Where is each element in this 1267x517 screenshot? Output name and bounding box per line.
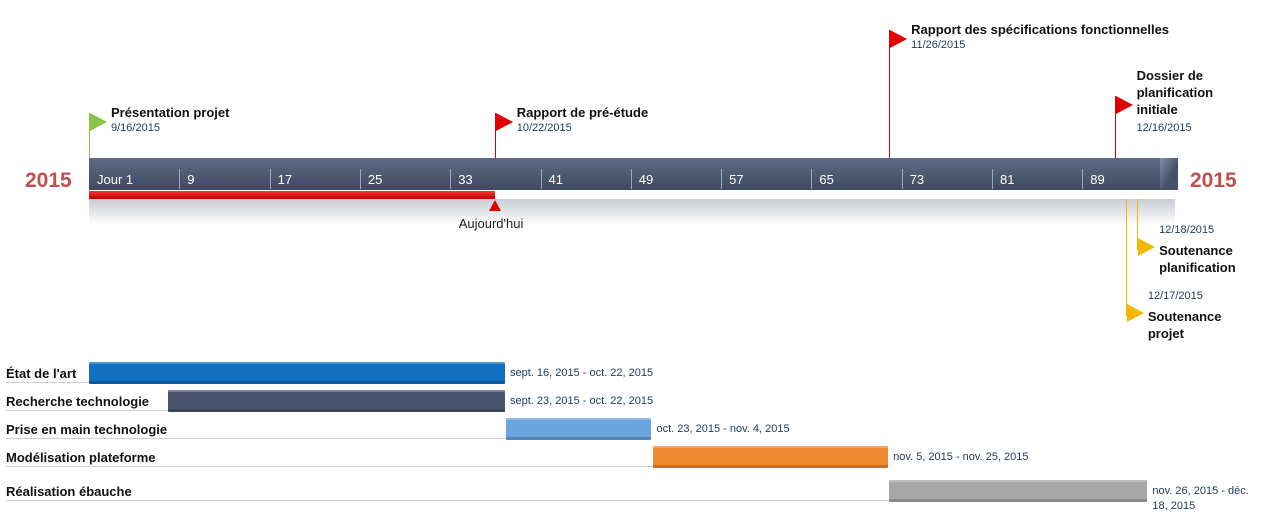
today-progress-bar xyxy=(89,191,495,199)
task-row-line xyxy=(6,438,506,439)
scale-separator xyxy=(540,169,542,189)
milestone-line xyxy=(89,113,90,158)
task-label: État de l'art xyxy=(6,366,77,381)
task-label: Réalisation ébauche xyxy=(6,484,132,499)
task-label: Modélisation plateforme xyxy=(6,450,156,465)
task-row-line xyxy=(6,382,89,383)
timeline-band-end xyxy=(1160,158,1178,190)
scale-label: 57 xyxy=(729,172,744,187)
milestone-flag-icon xyxy=(495,113,513,131)
scale-label: 41 xyxy=(548,172,563,187)
scale-separator xyxy=(721,169,723,189)
scale-separator xyxy=(992,169,993,189)
scale-separator xyxy=(450,169,452,189)
today-marker xyxy=(488,200,501,211)
task-date-range: sept. 16, 2015 - oct. 22, 2015 xyxy=(509,367,654,379)
milestone-date: 10/22/2015 xyxy=(516,122,572,134)
milestone-line xyxy=(494,113,496,158)
milestone-date: 11/26/2015 xyxy=(911,39,966,51)
scale-label: Jour 1 xyxy=(97,172,134,187)
scale-separator xyxy=(359,169,361,189)
milestone-title: Présentation projet xyxy=(111,105,230,120)
timeline-shadow xyxy=(89,199,1175,225)
scale-separator xyxy=(901,169,903,189)
milestone-title: Soutenance projet xyxy=(1147,309,1222,341)
year-label-left: 2015 xyxy=(25,169,72,192)
scale-separator xyxy=(269,169,271,189)
scale-label: 25 xyxy=(367,172,383,187)
scale-separator xyxy=(811,169,813,189)
scale-label: 33 xyxy=(458,172,473,187)
task-bar xyxy=(505,418,652,440)
scale-label: 17 xyxy=(277,172,293,187)
milestone-title: Rapport des spécifications fonctionnelle… xyxy=(911,22,1170,37)
milestone-date: 9/16/2015 xyxy=(111,122,160,134)
scale-label: 49 xyxy=(638,172,654,187)
year-label-right: 2015 xyxy=(1190,169,1237,192)
milestone-line xyxy=(1125,199,1127,316)
task-bar xyxy=(652,446,889,468)
scale-label: 65 xyxy=(819,172,834,187)
scale-separator xyxy=(1082,169,1084,189)
milestone-title: Dossier de planification initiale xyxy=(1136,68,1214,117)
task-row-line xyxy=(6,466,653,467)
scale-separator xyxy=(179,169,181,189)
scale-label: 73 xyxy=(909,172,925,187)
today-label: Aujourd'hui xyxy=(458,216,524,231)
task-label: Prise en main technologie xyxy=(6,422,168,437)
task-bar xyxy=(89,362,505,384)
task-label: Recherche technologie xyxy=(6,394,150,409)
milestone-date: 12/18/2015 xyxy=(1159,224,1215,236)
task-row-line xyxy=(6,410,168,411)
scale-separator xyxy=(630,169,632,189)
milestone-date: 12/17/2015 xyxy=(1147,290,1203,302)
milestone-flag-icon xyxy=(1126,304,1144,322)
milestone-line xyxy=(889,30,891,158)
scale-label: 9 xyxy=(187,172,195,187)
task-bar xyxy=(167,390,505,412)
milestone-flag-icon xyxy=(90,113,107,131)
task-bar xyxy=(889,480,1148,502)
scale-label: 89 xyxy=(1090,172,1105,187)
milestone-flag-icon xyxy=(1115,96,1133,114)
task-date-range: nov. 5, 2015 - nov. 25, 2015 xyxy=(893,451,1029,463)
milestone-line xyxy=(1114,96,1116,158)
milestone-title: Soutenance planification xyxy=(1159,243,1236,275)
task-row-line xyxy=(6,500,890,501)
task-date-range: sept. 23, 2015 - oct. 22, 2015 xyxy=(509,395,654,407)
milestone-title: Rapport de pré-étude xyxy=(516,105,649,120)
milestone-flag-icon xyxy=(890,30,908,48)
task-date-range: nov. 26, 2015 - déc. 18, 2015 xyxy=(1152,485,1249,512)
milestone-flag-icon xyxy=(1138,238,1156,256)
scale-label: 81 xyxy=(1000,172,1015,187)
milestone-line xyxy=(1137,199,1139,250)
milestone-date: 12/16/2015 xyxy=(1136,122,1192,134)
task-date-range: oct. 23, 2015 - nov. 4, 2015 xyxy=(656,423,790,435)
